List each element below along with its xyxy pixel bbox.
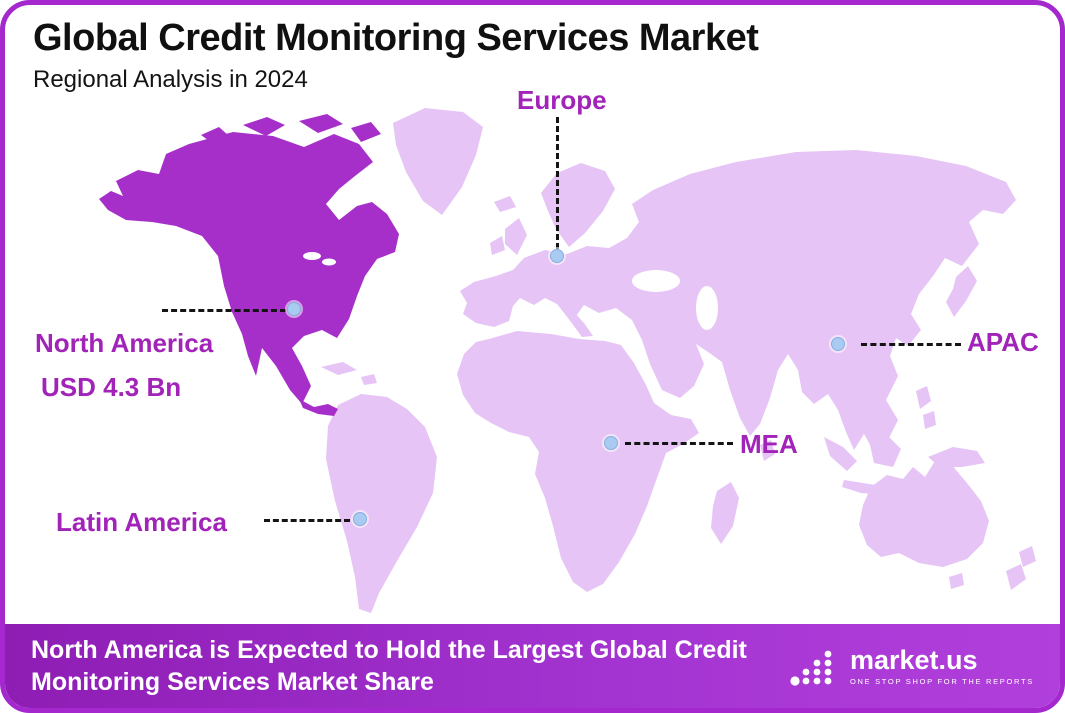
continents-highlighted [99, 114, 399, 416]
arctic-island-2 [299, 114, 343, 133]
marker-europe [550, 249, 564, 263]
arctic-island-4 [201, 127, 229, 143]
brand-name: market.us [849, 644, 978, 675]
caspian-sea [696, 286, 718, 330]
page-subtitle: Regional Analysis in 2024 [33, 66, 308, 93]
island-new-zealand-north [1019, 546, 1036, 567]
region-label-mea: MEA [740, 429, 798, 459]
region-label-latin-america: Latin America [56, 507, 227, 537]
island-iceland [494, 196, 516, 212]
island-new-guinea [928, 447, 985, 467]
header: Global Credit Monitoring Services Market… [33, 17, 759, 94]
footer-note-line1: North America is Expected to Hold the La… [31, 635, 747, 664]
leader-line-latin-america [264, 519, 350, 522]
island-sumatra [824, 437, 857, 471]
inland-seas [303, 252, 718, 330]
island-sri-lanka [760, 440, 775, 461]
continents-light [321, 108, 1036, 613]
island-new-zealand-south [1006, 564, 1026, 590]
region-label-apac: APAC [967, 327, 1039, 357]
leader-line-apac [861, 343, 961, 346]
island-ireland [490, 236, 505, 255]
region-central-america [299, 399, 338, 416]
continent-south-america [326, 394, 437, 613]
arctic-island-3 [351, 122, 381, 142]
world-map [99, 108, 1036, 613]
leader-line-europe [556, 117, 559, 249]
marketus-logo-icon [790, 650, 832, 686]
marker-mea [604, 436, 618, 450]
island-tasmania [949, 573, 964, 589]
region-value-north-america: USD 4.3 Bn [41, 372, 182, 402]
region-label-north-america: North America [35, 328, 214, 358]
continent-north-america [99, 132, 399, 404]
marker-apac [831, 337, 845, 351]
island-hispaniola [361, 374, 377, 385]
continent-africa [457, 331, 699, 592]
marker-latin-america [353, 512, 367, 526]
footer-note-line2: Monitoring Services Market Share [31, 668, 434, 696]
island-philippines-north [916, 386, 931, 409]
page-title: Global Credit Monitoring Services Market [33, 17, 759, 59]
brand-tagline: ONE STOP SHOP FOR THE REPORTS [849, 676, 1034, 686]
arctic-island-1 [243, 117, 285, 136]
island-java [842, 480, 889, 495]
island-great-britain [505, 218, 527, 255]
leader-line-north-america [162, 309, 286, 312]
great-lake-1 [303, 252, 321, 260]
island-cuba [321, 362, 357, 375]
continent-greenland [393, 108, 483, 215]
leader-line-mea [625, 442, 733, 445]
footer-note: North America is Expected to Hold the La… [31, 634, 747, 699]
brand-text: market.us ONE STOP SHOP FOR THE REPORTS [849, 644, 1034, 686]
region-label-europe: Europe [517, 85, 607, 115]
region-scandinavia [541, 163, 615, 247]
continent-australia [859, 452, 989, 567]
island-philippines-south [923, 411, 936, 429]
black-sea [632, 270, 680, 292]
island-borneo [870, 437, 901, 467]
island-madagascar [711, 482, 739, 544]
continent-eurasia [460, 150, 1016, 452]
brand-logo: market.us ONE STOP SHOP FOR THE REPORTS [788, 644, 1034, 688]
marker-north-america [287, 302, 301, 316]
great-lake-2 [322, 258, 336, 266]
island-japan [946, 266, 977, 317]
footer-banner: North America is Expected to Hold the La… [5, 624, 1060, 708]
